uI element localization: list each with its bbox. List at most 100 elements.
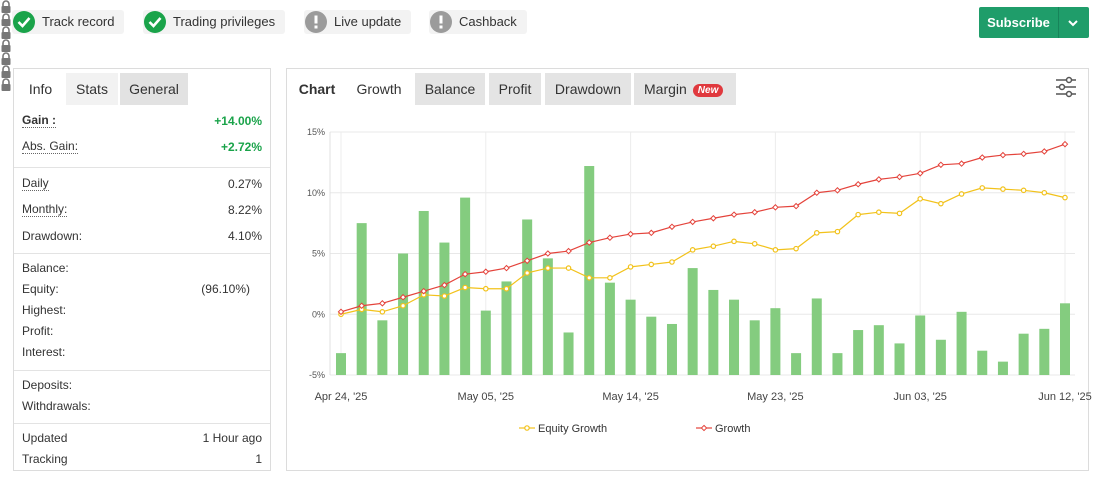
lock-icon <box>0 13 12 26</box>
stat-label: Updated <box>22 431 68 445</box>
point <box>710 243 717 250</box>
lock <box>1 78 11 91</box>
bar <box>666 323 677 375</box>
point <box>647 229 655 237</box>
tab[interactable]: Growth <box>346 73 412 105</box>
point <box>710 214 717 222</box>
point <box>627 264 634 270</box>
point <box>441 293 448 299</box>
stat-label: Gain : <box>22 113 57 128</box>
tab[interactable]: Info <box>17 73 64 105</box>
x-tick-label: May 23, '25 <box>747 391 804 403</box>
bar <box>853 330 864 375</box>
point <box>1020 150 1027 158</box>
point <box>441 281 448 289</box>
point <box>938 200 944 207</box>
point <box>731 238 737 245</box>
badge-text: Trading privileges <box>173 14 276 29</box>
point <box>358 302 365 310</box>
point <box>627 230 634 238</box>
point <box>668 223 676 231</box>
stat-label: Profit: <box>22 324 54 338</box>
tab-label: Balance <box>424 81 476 97</box>
separator <box>14 370 270 371</box>
badge: Live update <box>304 10 412 34</box>
badge: Trading privileges <box>143 10 286 34</box>
tab[interactable]: Drawdown <box>545 73 631 105</box>
stat-label: Monthly: <box>22 202 68 217</box>
tab-label: Chart <box>298 81 336 97</box>
lock <box>1 26 11 39</box>
stat-value: 4.10% <box>227 229 262 243</box>
point <box>565 247 572 255</box>
bar <box>997 361 1008 375</box>
subscribe-button[interactable]: Subscribe <box>979 7 1089 38</box>
lock-icon <box>0 65 12 78</box>
point <box>834 228 841 235</box>
stat-label: Balance: <box>22 261 69 275</box>
stat-label: Equity: <box>22 282 59 296</box>
tab[interactable]: Stats <box>66 73 118 105</box>
badge-text: Cashback <box>459 14 517 29</box>
separator <box>14 253 270 254</box>
legend-label: Growth <box>715 423 750 435</box>
chevron[interactable] <box>1067 17 1079 29</box>
bar <box>501 281 512 375</box>
legend-marker <box>524 425 530 431</box>
stat-label: Abs. Gain: <box>22 139 79 154</box>
point <box>855 211 861 218</box>
settings-icon[interactable] <box>1054 76 1078 98</box>
lock-icon <box>0 39 12 52</box>
bar <box>604 282 615 375</box>
point <box>379 300 386 307</box>
tab-label: Growth <box>356 81 402 97</box>
point <box>730 211 738 218</box>
point <box>916 170 924 177</box>
point <box>958 160 965 167</box>
bar <box>832 353 843 375</box>
tab[interactable]: Balance <box>415 73 485 105</box>
x-tick-label: May 14, '25 <box>602 391 659 403</box>
point <box>834 187 841 194</box>
point <box>1000 186 1006 192</box>
point <box>689 247 696 253</box>
bar <box>977 350 988 375</box>
point <box>793 245 799 252</box>
x-tick-label: Apr 24, '25 <box>315 391 368 403</box>
stat-label: Highest: <box>22 303 67 317</box>
bar <box>377 320 388 375</box>
point <box>978 154 986 161</box>
point <box>813 230 820 236</box>
point <box>958 191 965 197</box>
bar <box>708 289 719 375</box>
tab[interactable]: Margin New <box>634 73 736 105</box>
point <box>1061 140 1069 148</box>
badge: Track record <box>12 10 125 34</box>
bar <box>811 298 822 375</box>
y-tick-label: 5% <box>312 249 325 259</box>
stat-value: +2.72% <box>220 140 262 154</box>
point <box>917 196 924 202</box>
bar <box>480 310 491 375</box>
point <box>772 247 779 253</box>
point <box>1020 187 1027 194</box>
point <box>524 270 530 276</box>
stat-label: Interest: <box>22 345 66 359</box>
tab[interactable]: Chart <box>293 73 341 105</box>
point <box>751 208 759 216</box>
tab[interactable]: Profit <box>489 73 541 105</box>
legend-label: Equity Growth <box>538 423 607 435</box>
point <box>792 202 800 210</box>
point <box>544 250 552 257</box>
x-tick-label: May 05, '25 <box>458 391 515 403</box>
y-tick-label: 10% <box>307 188 325 198</box>
tab-label: Drawdown <box>554 81 622 97</box>
bar <box>915 315 926 375</box>
stat-value: 1 <box>255 452 262 466</box>
point <box>399 293 407 301</box>
tab[interactable]: General <box>120 73 188 105</box>
bar <box>956 311 967 375</box>
x-tick-label: Jun 03, '25 <box>893 391 946 403</box>
